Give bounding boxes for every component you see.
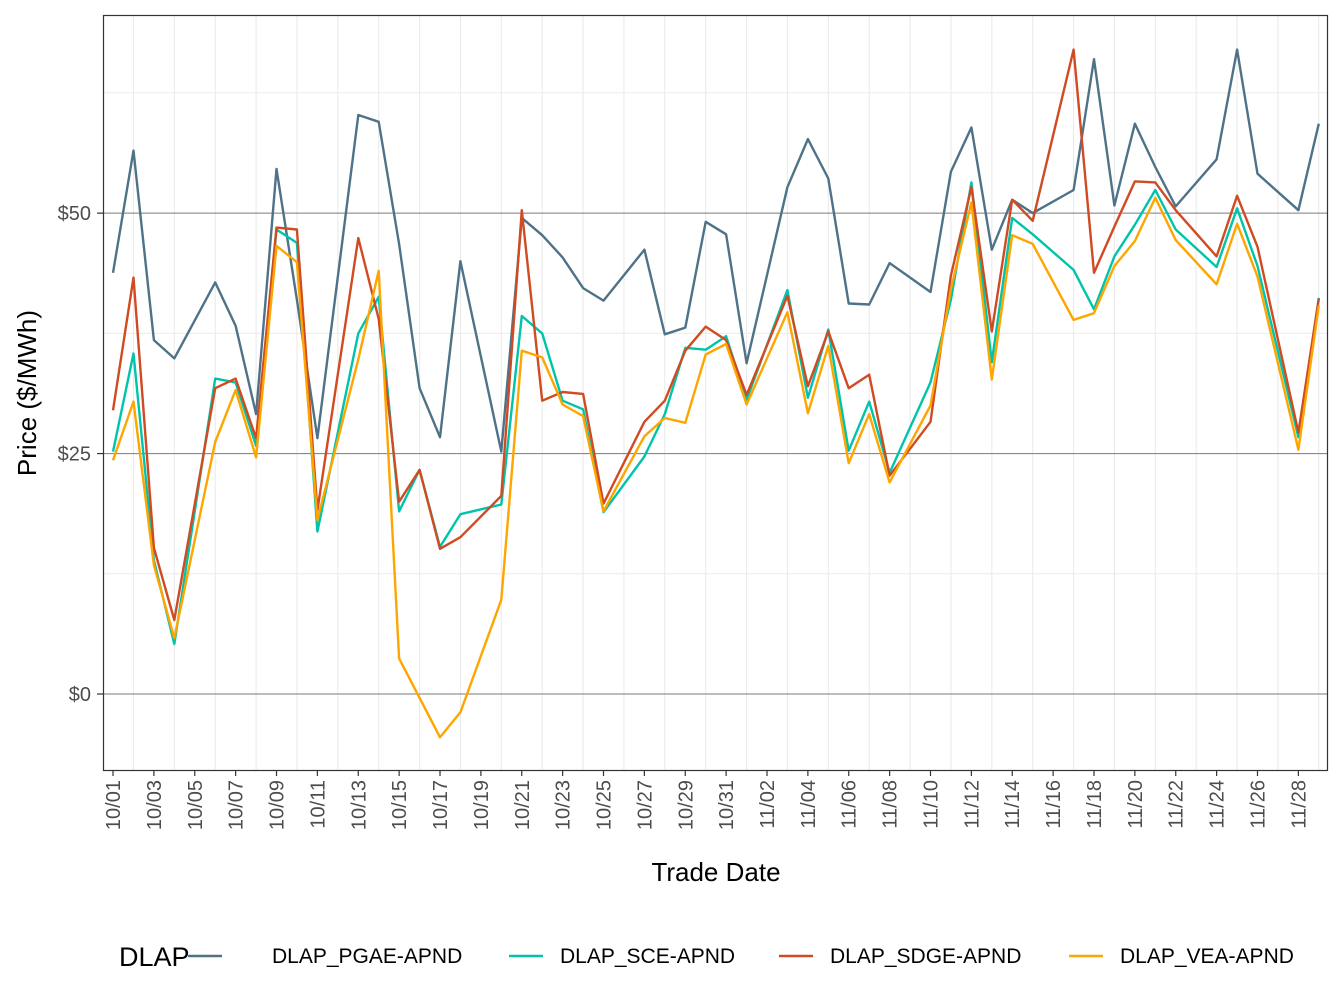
x-tick-label: 10/31: [716, 780, 738, 830]
x-tick-label: 11/04: [798, 780, 820, 829]
y-tick-label: $25: [58, 444, 91, 466]
x-tick-label: 10/15: [389, 780, 411, 830]
series-line-dlap-pgae-apnd: [111, 48, 1320, 453]
x-tick-label: 10/11: [307, 780, 329, 829]
x-tick-label: 10/25: [594, 780, 616, 830]
x-tick-label: 11/08: [880, 780, 902, 829]
x-tick-label: 10/03: [144, 780, 166, 830]
legend-title: DLAP: [119, 942, 190, 972]
x-tick-label: 10/17: [430, 780, 452, 830]
y-axis: $0 $25 $50: [58, 203, 103, 706]
y-axis-title: Price ($/MWh): [12, 310, 42, 476]
x-tick-label: 10/21: [512, 780, 534, 830]
x-tick-label: 10/27: [634, 780, 656, 830]
x-tick-label: 10/19: [471, 780, 493, 830]
x-tick-label: 10/01: [103, 780, 125, 830]
x-tick-label: 10/13: [348, 780, 370, 830]
x-tick-label: 10/05: [185, 780, 207, 830]
x-tick-label: 11/02: [757, 780, 779, 829]
series-lines: [111, 48, 1320, 739]
x-tick-label: 11/24: [1207, 780, 1229, 829]
legend-label: DLAP_VEA-APND: [1120, 945, 1294, 968]
legend: DLAP DLAP_PGAE-APND DLAP_SCE-APND DLAP_SDG…: [119, 942, 1294, 972]
series-line-dlap-sdge-apnd: [111, 48, 1320, 622]
x-tick-label: 10/09: [267, 780, 289, 830]
legend-label: DLAP_SCE-APND: [560, 945, 735, 968]
x-tick-label: 10/29: [675, 780, 697, 830]
x-axis: 10/01 10/03 10/05 10/07 10/09 10/11 10/13 10/15…: [103, 770, 1310, 830]
legend-label: DLAP_PGAE-APND: [272, 945, 462, 968]
x-axis-title: Trade Date: [651, 857, 780, 887]
x-tick-label: 11/20: [1125, 780, 1147, 829]
grid-lines: [103, 15, 1328, 770]
x-tick-label: 11/10: [920, 780, 942, 829]
x-tick-label: 11/06: [839, 780, 861, 829]
legend-label: DLAP_SDGE-APND: [830, 945, 1021, 968]
x-tick-label: 10/23: [553, 780, 575, 830]
plot-panel-border: [102, 14, 1329, 772]
x-tick-label: 11/18: [1084, 780, 1106, 829]
x-tick-label: 11/22: [1166, 780, 1188, 829]
x-tick-label: 11/16: [1043, 780, 1065, 829]
y-tick-label: $0: [69, 684, 91, 706]
series-line-dlap-vea-apnd: [111, 196, 1320, 739]
x-tick-label: 11/28: [1288, 780, 1310, 829]
y-tick-label: $50: [58, 203, 91, 225]
x-tick-label: 11/26: [1247, 780, 1269, 829]
series-line-dlap-sce-apnd: [111, 181, 1320, 646]
x-tick-label: 11/14: [1002, 780, 1024, 829]
x-tick-label: 11/12: [961, 780, 983, 829]
x-tick-label: 10/07: [226, 780, 248, 830]
